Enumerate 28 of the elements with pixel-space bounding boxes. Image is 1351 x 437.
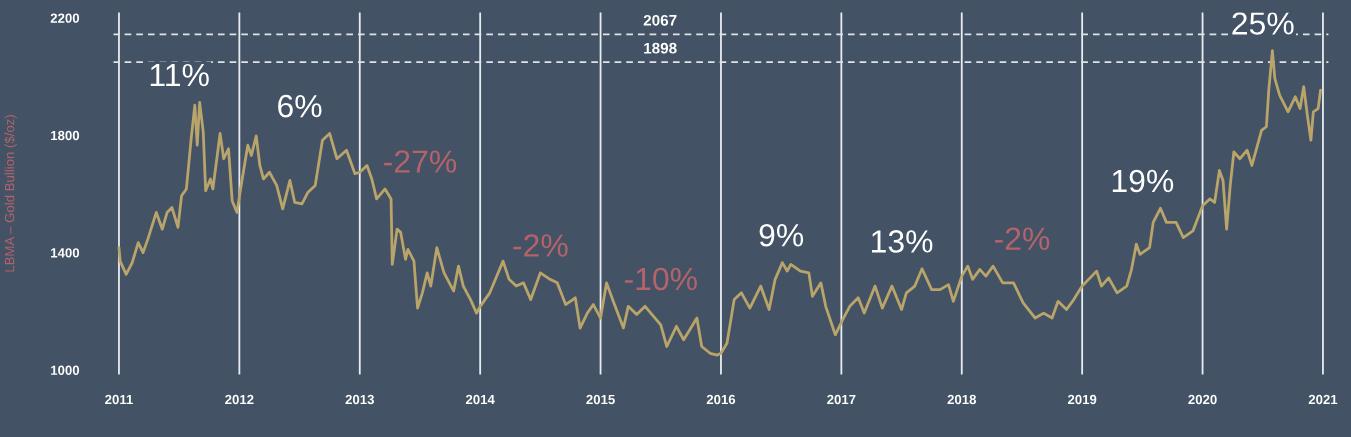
annotation: 25% [1232, 12, 1294, 35]
x-tick-label: 2016 [706, 394, 736, 405]
x-tick-label: 2013 [345, 394, 374, 405]
x-tick-label: 2019 [1067, 394, 1097, 405]
y-tick-label: 2200 [50, 13, 80, 23]
x-tick-label: 2014 [465, 394, 495, 405]
y-tick-label: 1800 [51, 130, 80, 141]
annotation: 9% [759, 223, 804, 247]
x-tick-label: 2015 [586, 394, 615, 405]
x-tick-label: 2012 [225, 394, 254, 405]
x-tick-label: 2011 [105, 394, 133, 405]
x-tick-label: 2021 [1308, 394, 1338, 405]
annotation: 19% [1112, 169, 1174, 193]
annotation: 2067 [643, 14, 677, 26]
annotation: -2% [513, 234, 568, 257]
y-axis-title: LBMA – Gold Bullion ($/oz) [4, 115, 17, 272]
x-tick-label: 2018 [947, 394, 977, 405]
y-tick-label: 1000 [51, 365, 80, 375]
y-tick-label: 1400 [51, 248, 80, 258]
annotation: 13% [872, 230, 933, 253]
annotation: 11% [150, 63, 209, 87]
annotation: -2% [994, 227, 1050, 250]
annotation: -27% [384, 150, 457, 173]
x-tick-label: 2017 [827, 394, 856, 405]
annotation: 6% [278, 94, 322, 118]
annotation: -10% [624, 267, 697, 291]
annotation: 1898 [644, 42, 677, 54]
x-tick-label: 2020 [1188, 394, 1217, 405]
